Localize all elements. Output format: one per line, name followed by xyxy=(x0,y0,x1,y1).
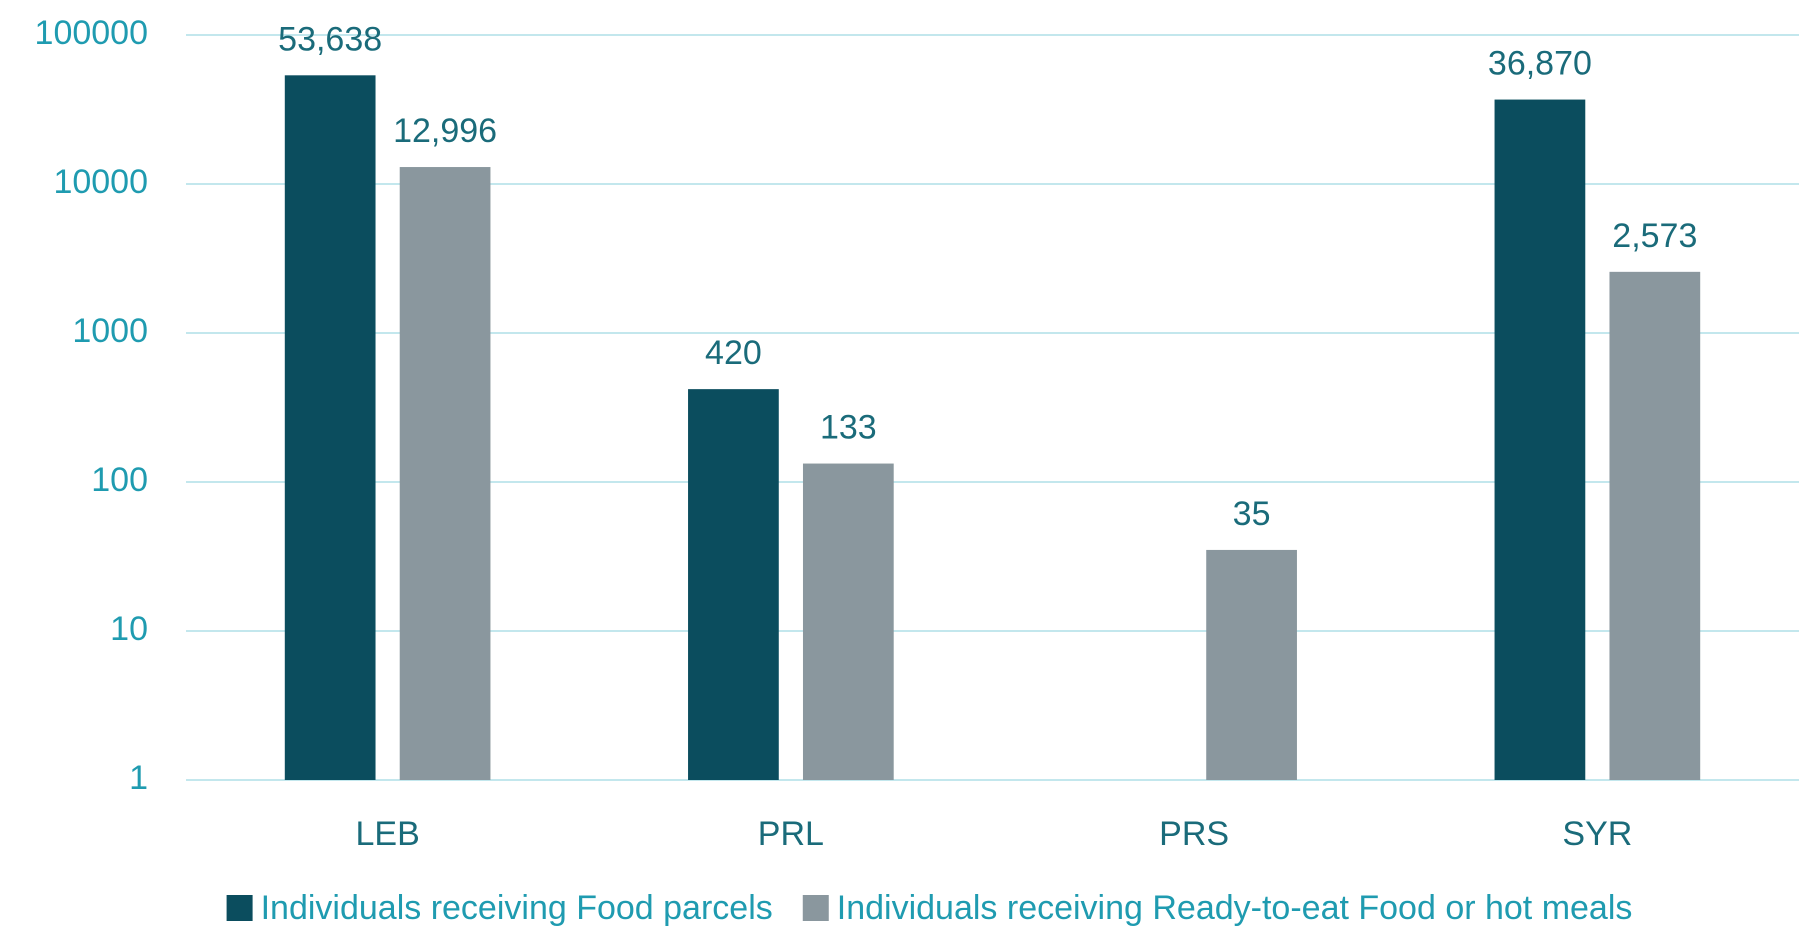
bar xyxy=(284,75,376,780)
value-label: 35 xyxy=(1233,495,1271,533)
bar xyxy=(1206,549,1297,780)
value-label: 12,996 xyxy=(393,112,497,150)
x-tick-label: LEB xyxy=(355,815,419,853)
bar xyxy=(802,463,894,780)
value-label: 2,573 xyxy=(1612,217,1697,255)
y-tick-label: 100000 xyxy=(35,14,148,52)
x-tick-label: PRS xyxy=(1159,815,1229,853)
bar xyxy=(1609,271,1701,780)
y-tick-label: 10 xyxy=(110,610,148,648)
bar xyxy=(399,167,491,780)
legend-label: Individuals receiving Ready-to-eat Food … xyxy=(837,889,1633,927)
y-tick-label: 1 xyxy=(129,759,148,797)
legend-swatch xyxy=(226,895,253,921)
y-tick-label: 1000 xyxy=(72,312,148,350)
x-tick-label: SYR xyxy=(1562,815,1632,853)
legend-label: Individuals receiving Food parcels xyxy=(261,889,773,927)
x-tick-label: PRL xyxy=(758,815,824,853)
value-label: 133 xyxy=(820,409,877,447)
y-tick-label: 100 xyxy=(91,461,148,499)
bar xyxy=(688,389,779,780)
value-label: 53,638 xyxy=(278,20,382,58)
legend-swatch xyxy=(802,895,829,921)
value-label: 420 xyxy=(705,334,762,372)
bar xyxy=(1494,99,1586,781)
y-tick-label: 10000 xyxy=(53,163,148,201)
value-label: 36,870 xyxy=(1488,45,1592,83)
